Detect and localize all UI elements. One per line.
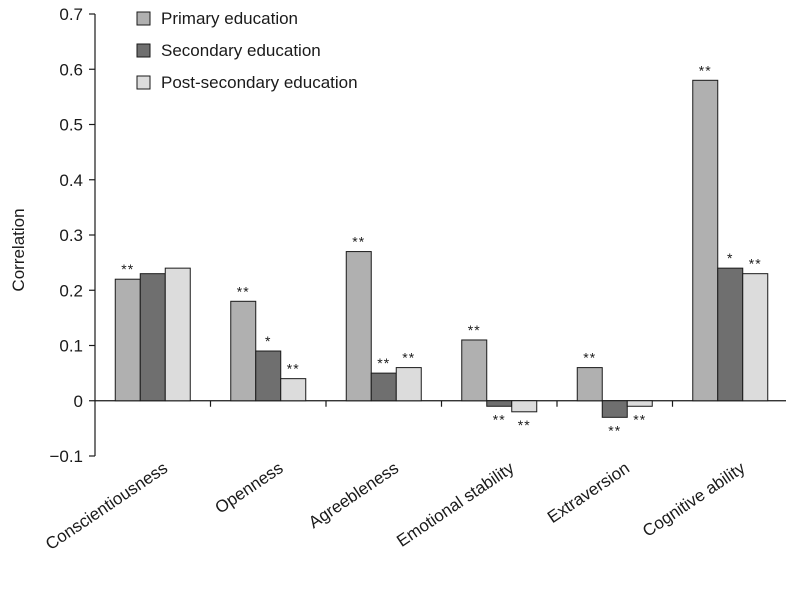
category-label: Openness — [212, 458, 287, 517]
y-tick-label: 0.4 — [59, 171, 83, 190]
y-tick-label: 0.1 — [59, 337, 83, 356]
bar-primary — [114, 278, 141, 402]
significance-label: ** — [699, 62, 712, 78]
axes-layer: −0.1 0 0.1 0.2 0.3 0.4 0.5 0.6 0.7 — [49, 5, 786, 466]
y-tick-label: 0 — [74, 392, 83, 411]
category-label: Cognitive ability — [639, 458, 749, 541]
bar-post-secondary — [511, 400, 538, 413]
significance-label: ** — [237, 283, 250, 299]
significance-label: * — [727, 250, 733, 266]
bar-post-secondary — [280, 378, 307, 402]
significance-label: ** — [121, 261, 134, 277]
bar-post-secondary — [395, 367, 422, 402]
category-label: Emotional stability — [393, 458, 518, 551]
legend-swatch — [136, 43, 151, 58]
bar-secondary — [139, 273, 166, 402]
legend-swatch — [136, 11, 151, 26]
significance-label: ** — [583, 350, 596, 366]
significance-label: ** — [493, 411, 506, 427]
significance-label: ** — [608, 422, 621, 438]
significance-label: ** — [377, 355, 390, 371]
significance-label: ** — [749, 256, 762, 272]
bar-primary — [576, 367, 603, 402]
bars-layer — [114, 79, 769, 418]
significance-label: ** — [518, 417, 531, 433]
legend-label: Primary education — [161, 9, 298, 28]
bar-primary — [345, 251, 372, 402]
legend-swatch — [136, 75, 151, 90]
significance-label: * — [265, 333, 271, 349]
y-tick-label: 0.7 — [59, 5, 83, 24]
significance-label: ** — [633, 411, 646, 427]
category-label: Agreebleness — [305, 458, 402, 532]
y-tick-label: −0.1 — [49, 447, 83, 466]
significance-label: ** — [468, 322, 481, 338]
bar-primary — [692, 79, 719, 402]
bar-primary — [230, 300, 257, 402]
bar-post-secondary — [626, 400, 653, 407]
legend: Primary education Secondary education Post… — [136, 9, 358, 92]
significance-label: ** — [287, 361, 300, 377]
bar-secondary — [255, 350, 282, 402]
bar-secondary — [717, 267, 744, 402]
y-axis-title: Correlation — [9, 208, 28, 291]
bar-secondary — [601, 400, 628, 418]
significance-label: ** — [402, 350, 415, 366]
category-label: Extraversion — [544, 458, 633, 527]
category-label: Conscientiousness — [42, 458, 171, 554]
bar-primary — [461, 339, 488, 402]
bar-post-secondary — [742, 273, 769, 402]
y-tick-label: 0.6 — [59, 60, 83, 79]
legend-label: Post-secondary education — [161, 73, 358, 92]
significance-label: ** — [352, 234, 365, 250]
y-tick-label: 0.3 — [59, 226, 83, 245]
legend-label: Secondary education — [161, 41, 321, 60]
bar-secondary — [370, 372, 397, 402]
y-tick-label: 0.2 — [59, 281, 83, 300]
y-tick-label: 0.5 — [59, 116, 83, 135]
bar-post-secondary — [164, 267, 191, 402]
bar-secondary — [486, 400, 513, 407]
